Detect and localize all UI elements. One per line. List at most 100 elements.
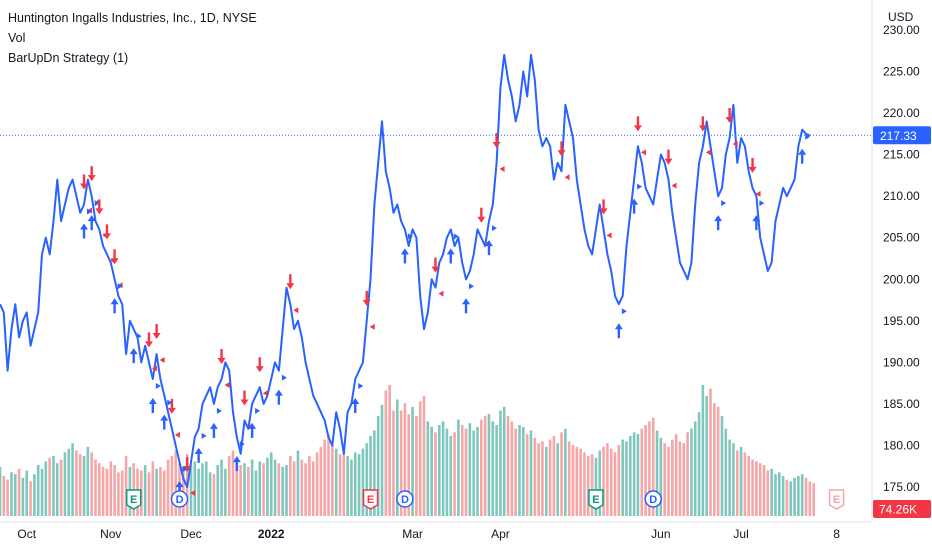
volume-bar	[159, 466, 162, 516]
time-tick-label: Jul	[733, 527, 748, 541]
sell-entry-marker	[174, 431, 180, 438]
volume-bar	[353, 452, 357, 516]
volume-bar	[224, 468, 227, 516]
sell-entry-marker	[159, 357, 165, 364]
volume-bar	[564, 428, 567, 516]
volume-bar	[621, 439, 624, 516]
volume-bar	[277, 463, 281, 516]
volume-bar	[701, 385, 705, 516]
strategy-indicator-label[interactable]: BarUpDn Strategy (1)	[8, 51, 129, 65]
volume-bar	[197, 468, 200, 516]
volume-bar	[411, 406, 414, 516]
volume-bar	[292, 461, 296, 516]
volume-bars	[0, 385, 815, 516]
buy-entry-marker	[721, 200, 727, 207]
volume-bar	[174, 450, 178, 516]
dividend-icon	[396, 490, 414, 508]
volume-bar	[94, 459, 97, 516]
price-tick-label: 200.00	[883, 272, 920, 286]
volume-bar	[713, 403, 716, 516]
volume-bar	[812, 483, 815, 516]
volume-bar	[663, 443, 666, 516]
buy-entry-marker	[255, 407, 261, 414]
volume-badge	[873, 500, 931, 518]
volume-bar	[170, 455, 174, 516]
volume-bar	[552, 435, 556, 516]
time-tick-label: Apr	[491, 527, 510, 541]
volume-label: 74.26K	[879, 503, 917, 517]
volume-bar	[808, 481, 812, 516]
sell-signal-arrowhead	[557, 150, 566, 157]
volume-bar	[758, 463, 762, 516]
buy-entry-marker	[469, 283, 475, 290]
volume-bar	[441, 421, 445, 516]
volume-indicator-label[interactable]: Vol	[8, 31, 26, 45]
volume-bar	[327, 434, 330, 516]
volume-bar	[613, 452, 617, 516]
volume-bar	[365, 443, 369, 516]
price-tick-label: 220.00	[883, 106, 920, 120]
volume-bar	[483, 415, 487, 516]
volume-bar	[617, 445, 621, 516]
volume-bar	[67, 448, 71, 516]
sell-entry-marker	[438, 290, 444, 297]
volume-bar	[388, 385, 391, 516]
buy-entry-marker	[201, 432, 207, 439]
earnings-icon	[828, 489, 845, 510]
volume-bar	[648, 421, 651, 516]
volume-bar	[728, 439, 731, 516]
buy-entry-marker	[358, 382, 364, 389]
currency-label: USD	[888, 10, 914, 24]
volume-bar	[281, 466, 284, 516]
chart-legend: Huntington Ingalls Industries, Inc., 1D,…	[8, 8, 257, 68]
volume-bar	[380, 405, 384, 516]
volume-bar	[392, 410, 395, 516]
volume-bar	[697, 412, 701, 516]
volume-bar	[147, 472, 151, 516]
volume-bar	[247, 466, 250, 516]
volume-bar	[208, 472, 212, 516]
volume-bar	[525, 434, 529, 516]
price-axis: USD 175.00 180.00 185.00 190.00 195.00 200.00 2…	[871, 0, 920, 522]
volume-bar	[243, 463, 246, 516]
volume-bar	[575, 446, 579, 516]
volume-bar	[162, 470, 166, 516]
volume-bar	[10, 472, 13, 516]
volume-bar	[86, 446, 90, 516]
volume-bar	[510, 421, 514, 516]
buy-signal-arrowhead	[194, 447, 203, 454]
buy-entry-marker	[759, 200, 765, 207]
sell-signal-arrowhead	[492, 141, 501, 148]
volume-bar	[113, 465, 116, 516]
volume-bar	[193, 461, 197, 516]
volume-bar	[644, 425, 647, 516]
volume-bar	[468, 423, 472, 516]
volume-bar	[361, 448, 365, 516]
volume-bar	[449, 435, 453, 516]
volume-bar	[655, 430, 659, 516]
sell-signal-arrowhead	[725, 117, 734, 124]
volume-bar	[231, 450, 235, 516]
volume-bar	[781, 475, 785, 516]
volume-bar	[323, 439, 326, 516]
volume-bar	[201, 463, 204, 516]
buy-entry-marker	[117, 283, 123, 290]
volume-bar	[625, 441, 628, 516]
volume-bar	[541, 441, 544, 516]
volume-bar	[556, 443, 560, 516]
volume-bar	[254, 470, 258, 516]
symbol-title[interactable]: Huntington Ingalls Industries, Inc., 1D,…	[8, 11, 257, 25]
volume-bar	[403, 403, 407, 516]
volume-bar	[216, 465, 220, 516]
price-tick-label: 205.00	[883, 231, 920, 245]
buy-signal-arrowhead	[148, 397, 157, 404]
volume-bar	[472, 430, 475, 516]
volume-bar	[705, 395, 708, 516]
price-tick-label: 215.00	[883, 148, 920, 162]
volume-bar	[636, 434, 640, 516]
buy-signal-arrowhead	[752, 215, 761, 222]
volume-bar	[499, 410, 502, 516]
volume-bar	[506, 415, 510, 516]
